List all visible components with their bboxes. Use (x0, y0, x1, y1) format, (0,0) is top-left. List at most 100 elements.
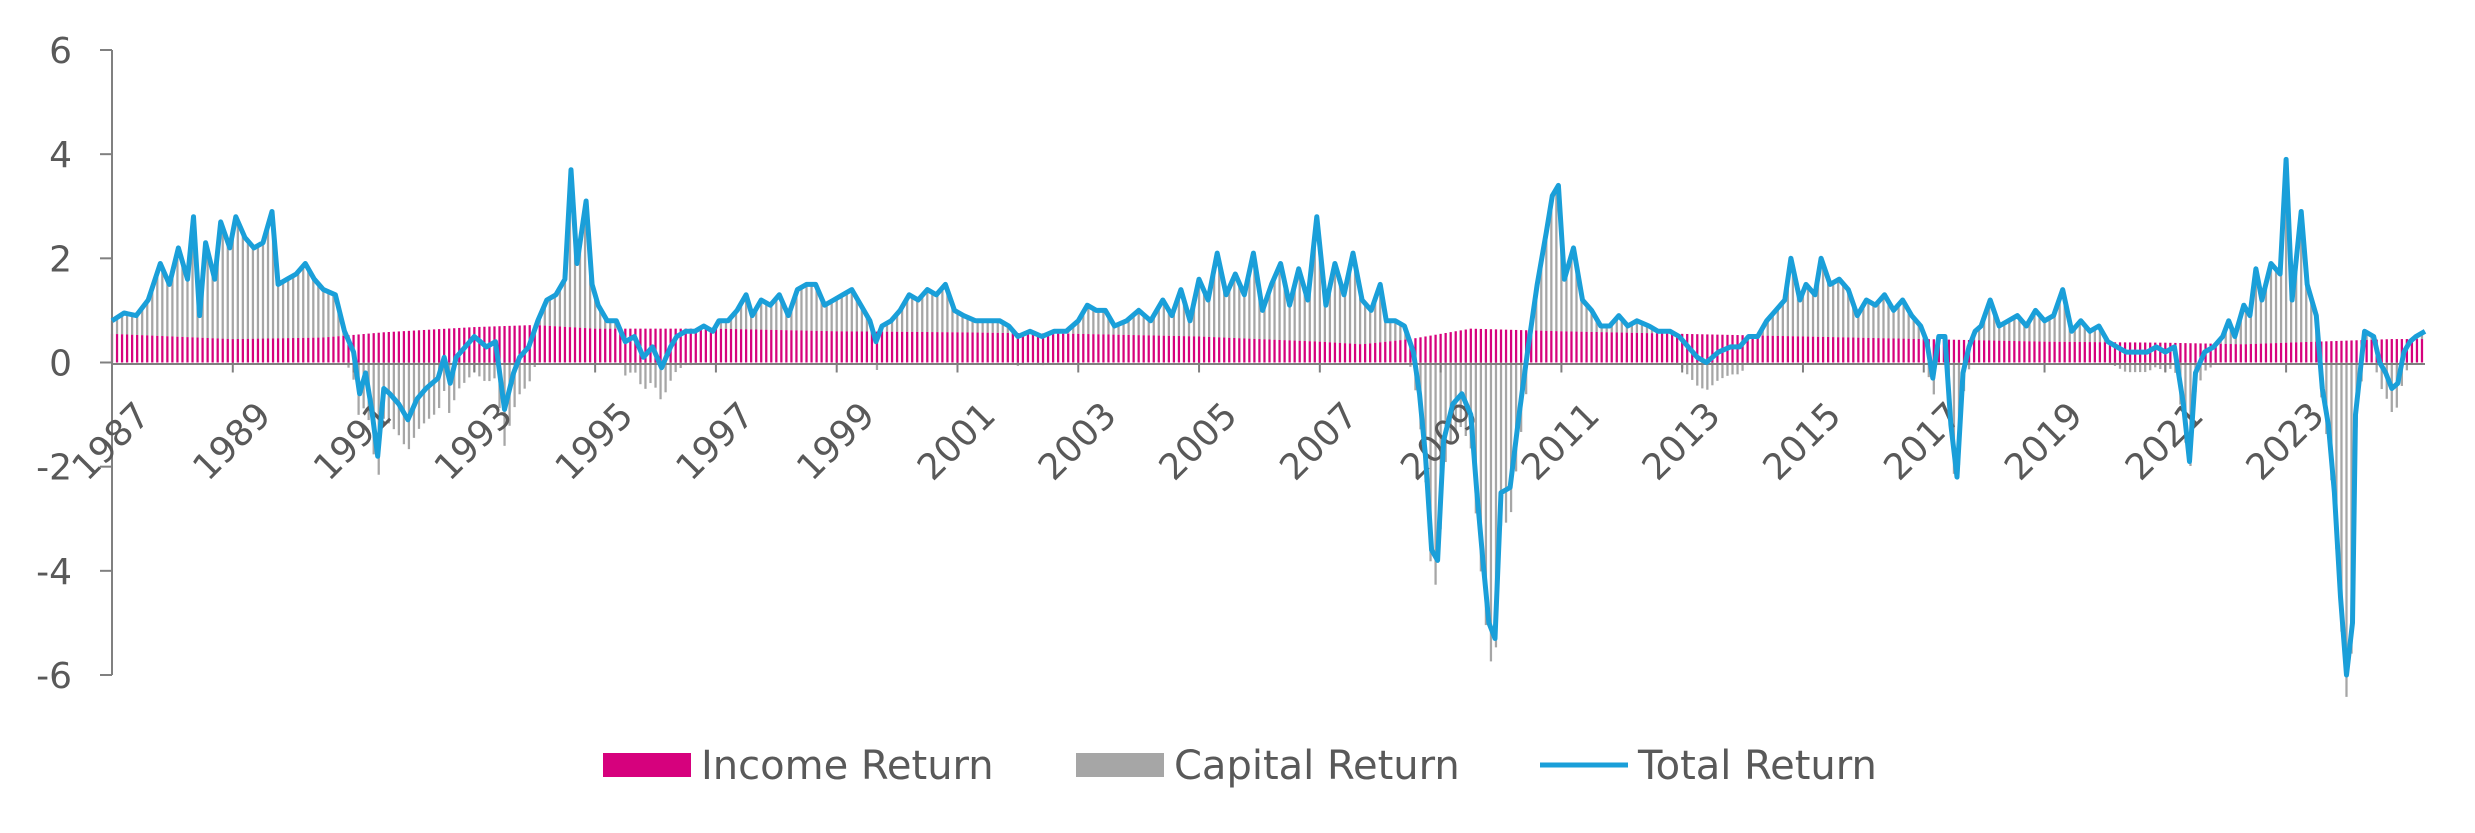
income-bar (1460, 330, 1462, 362)
income-bar (1465, 330, 1467, 363)
capital-bar (2048, 318, 2050, 342)
capital-bar (1344, 290, 1346, 343)
income-bar (1621, 333, 1623, 363)
income-bar (1772, 336, 1774, 363)
income-bar (1716, 335, 1718, 363)
income-bar (866, 332, 868, 363)
income-bar (2240, 344, 2242, 362)
income-bar (1852, 338, 1854, 363)
capital-bar (519, 363, 521, 395)
capital-bar (307, 269, 309, 338)
income-bar (1359, 344, 1361, 362)
income-bar (181, 337, 183, 363)
income-bar (1434, 335, 1436, 363)
income-bar (1268, 339, 1270, 362)
income-bar (362, 334, 364, 362)
income-bar (1007, 333, 1009, 363)
income-bar (790, 330, 792, 362)
income-bar (544, 326, 546, 363)
income-bar (2245, 344, 2247, 362)
income-bar (1022, 333, 1024, 362)
income-bar (971, 332, 973, 362)
income-bar (1117, 335, 1119, 363)
capital-bar (282, 281, 284, 338)
income-bar (1379, 342, 1381, 362)
y-tick-label: -4 (36, 552, 72, 593)
capital-bar (1278, 266, 1280, 340)
income-bar (941, 332, 943, 362)
income-bar (2260, 344, 2262, 363)
income-bar (1832, 337, 1834, 362)
income-bar (1877, 338, 1879, 362)
income-bar (383, 332, 385, 362)
capital-bar (931, 292, 933, 332)
income-bar (267, 338, 269, 362)
income-bar (549, 326, 551, 363)
income-bar (1545, 331, 1547, 363)
income-bar (403, 331, 405, 362)
income-bar (1515, 330, 1517, 363)
income-bar (800, 330, 802, 362)
income-bar (2355, 340, 2357, 362)
income-bar (2330, 341, 2332, 362)
income-bar (2028, 341, 2030, 362)
capital-bar (1097, 310, 1099, 334)
income-bar (846, 331, 848, 362)
capital-bar (654, 363, 656, 388)
income-bar (1107, 335, 1109, 363)
income-bar (1842, 337, 1844, 362)
income-bar (1309, 341, 1311, 362)
income-bar (1892, 338, 1894, 362)
x-tick-label: 2021 (2118, 395, 2212, 489)
capital-bar (257, 246, 259, 339)
capital-bar (1782, 302, 1784, 336)
income-bar (861, 331, 863, 362)
income-bar (1334, 343, 1336, 363)
capital-bar (302, 266, 304, 338)
income-bar (1595, 332, 1597, 362)
capital-bar (1892, 310, 1894, 338)
income-bar (171, 336, 173, 362)
income-bar (2310, 342, 2312, 363)
income-bar (1983, 340, 1985, 362)
income-bar (599, 329, 601, 363)
capital-bar (916, 299, 918, 332)
capital-bar (403, 363, 405, 445)
capital-bar (1369, 309, 1371, 343)
income-bar (1550, 331, 1552, 363)
income-bar (1485, 329, 1487, 362)
capital-bar (664, 363, 666, 393)
income-bar (201, 338, 203, 363)
capital-bar (649, 363, 651, 384)
capital-bar (800, 287, 802, 330)
capital-bar (297, 272, 299, 338)
capital-bar (1273, 277, 1275, 339)
income-bar (1193, 336, 1195, 362)
income-bar (1263, 339, 1265, 362)
income-bar (961, 332, 963, 362)
income-bar (1555, 331, 1557, 362)
capital-bar (483, 363, 485, 381)
income-bar (795, 330, 797, 362)
capital-bar (1087, 306, 1089, 334)
income-bar (2169, 343, 2171, 363)
income-bar (428, 330, 430, 363)
income-bar (1429, 336, 1431, 363)
income-bar (1631, 333, 1633, 363)
income-bar (1132, 335, 1134, 362)
income-bar (956, 332, 958, 362)
income-bar (262, 339, 264, 363)
income-bar (1757, 335, 1759, 362)
income-bar (675, 329, 677, 363)
income-bar (1248, 339, 1250, 363)
income-bar (227, 339, 229, 363)
income-bar (1339, 343, 1341, 363)
income-bar (166, 336, 168, 362)
income-bar (1535, 331, 1537, 363)
capital-bar (262, 243, 264, 339)
income-bar (715, 329, 717, 363)
capital-bar (1807, 287, 1809, 337)
income-bar (2058, 342, 2060, 363)
capital-bar (836, 298, 838, 331)
income-bar (810, 331, 812, 363)
